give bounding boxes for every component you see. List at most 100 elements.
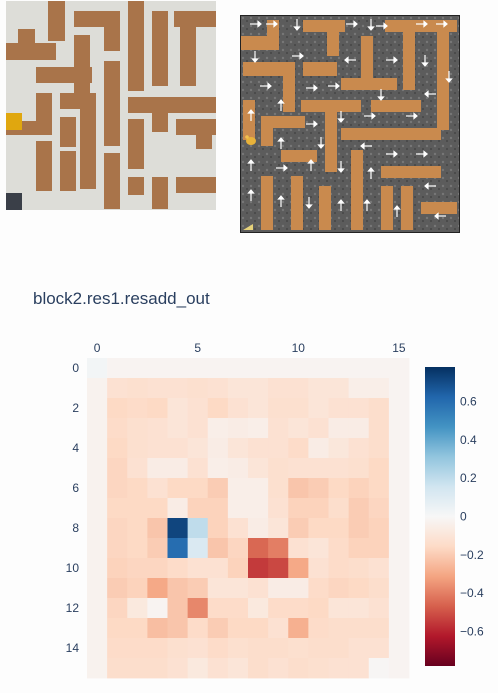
heatmap-cell [388, 458, 410, 479]
heatmap-cell [167, 558, 189, 579]
heatmap-cell [248, 618, 269, 639]
heatmap-cell [288, 618, 309, 639]
heatmap-cell [348, 598, 370, 619]
heatmap-cell [348, 438, 370, 459]
heatmap-chart: 0 5 10 15 0 2 4 6 8 10 12 14 0.6 0.4 0.2 0 −0.2 −0.4 −0.… [66, 341, 484, 679]
heatmap-cell [127, 598, 148, 619]
heatmap-cell [147, 558, 168, 579]
heatmap-cell [368, 498, 390, 519]
heatmap-cell [147, 458, 168, 479]
heatmap-cell [348, 358, 370, 379]
heatmap-cell [207, 438, 229, 459]
heatmap-cell [187, 418, 209, 439]
heatmap-cell [348, 658, 370, 679]
heatmap-cell [187, 658, 209, 679]
flow-arrow-icon [305, 197, 313, 209]
heatmap-cell [308, 418, 329, 439]
heatmap-cell [207, 378, 229, 399]
heatmap-cell [227, 378, 249, 399]
heatmap-cell [127, 618, 148, 639]
heatmap-cell [268, 518, 289, 539]
heatmap-cell [207, 418, 229, 439]
heatmap-cell [87, 598, 108, 619]
flow-arrow-icon [434, 212, 446, 220]
heatmap-cell [127, 558, 148, 579]
heatmap-cell [187, 638, 209, 659]
heatmap-cell [288, 438, 309, 459]
heatmap-cell [308, 618, 329, 639]
flow-arrow-icon [276, 164, 288, 172]
heatmap-cell [328, 418, 350, 439]
flow-arrow-icon [424, 90, 436, 98]
mouse-icon [245, 135, 256, 145]
heatmap-cell [227, 398, 249, 419]
heatmap-cell [288, 458, 309, 479]
y-tick-label: 0 [72, 361, 79, 375]
flow-arrow-icon [377, 89, 385, 101]
heatmap-cell [328, 638, 350, 659]
heatmap-cell [187, 358, 209, 379]
flow-arrow-icon [307, 159, 315, 171]
heatmap-cell [227, 498, 249, 519]
heatmap-cell [107, 658, 128, 679]
heatmap-cell [227, 418, 249, 439]
heatmap-cell [248, 558, 269, 579]
colorbar-tick-label: 0.4 [460, 433, 477, 447]
heatmap-cell [207, 538, 229, 559]
x-tick-label: 15 [392, 341, 406, 355]
heatmap-cell [348, 518, 370, 539]
flow-arrow-icon [292, 52, 304, 60]
heatmap-cell [107, 518, 128, 539]
heatmap-cell [388, 538, 410, 559]
heatmap-cell [207, 478, 229, 499]
heatmap-cell [127, 658, 148, 679]
heatmap-cell [187, 438, 209, 459]
heatmap-cell [328, 658, 350, 679]
y-tick-label: 12 [66, 601, 80, 615]
heatmap-cell [288, 518, 309, 539]
flow-arrow-icon [424, 182, 436, 190]
heatmap-cell [328, 438, 350, 459]
flow-arrow-icon [436, 20, 448, 28]
heatmap-cell [368, 518, 390, 539]
heatmap-cell [368, 478, 390, 499]
heatmap-cell [187, 378, 209, 399]
heatmap-cell [388, 498, 410, 519]
y-tick-label: 14 [66, 641, 80, 655]
heatmap-cell [248, 578, 269, 599]
heatmap-cell [368, 458, 390, 479]
heatmap-cell [248, 598, 269, 619]
heatmap-cell [147, 378, 168, 399]
heatmap-cell [187, 538, 209, 559]
heatmap-cell [288, 558, 309, 579]
heatmap-cell [328, 538, 350, 559]
heatmap-cell [147, 638, 168, 659]
heatmap-cell [348, 618, 370, 639]
heatmap-cell [127, 358, 148, 379]
heatmap-cell [187, 498, 209, 519]
y-tick-label: 4 [72, 441, 79, 455]
heatmap-cell [268, 398, 289, 419]
heatmap-cell [308, 538, 329, 559]
heatmap-cell [308, 478, 329, 499]
heatmap-cell [348, 398, 370, 419]
heatmap-cell [147, 418, 168, 439]
heatmap-cell [308, 498, 329, 519]
heatmap-cell [87, 538, 108, 559]
heatmap-cell [388, 358, 410, 379]
heatmap-cell [348, 498, 370, 519]
heatmap-cell [147, 358, 168, 379]
heatmap-cell [107, 418, 128, 439]
flow-arrow-icon [277, 99, 285, 111]
heatmap-cell [107, 478, 128, 499]
y-tick-label: 2 [72, 401, 79, 415]
heatmap-cell [388, 438, 410, 459]
heatmap-cell [308, 558, 329, 579]
heatmap-cell [227, 538, 249, 559]
heatmap-cell [248, 398, 269, 419]
heatmap-cell [207, 598, 229, 619]
heatmap-cell [288, 498, 309, 519]
heatmap-cell [328, 398, 350, 419]
heatmap-cell [107, 638, 128, 659]
heatmap-cell [227, 578, 249, 599]
